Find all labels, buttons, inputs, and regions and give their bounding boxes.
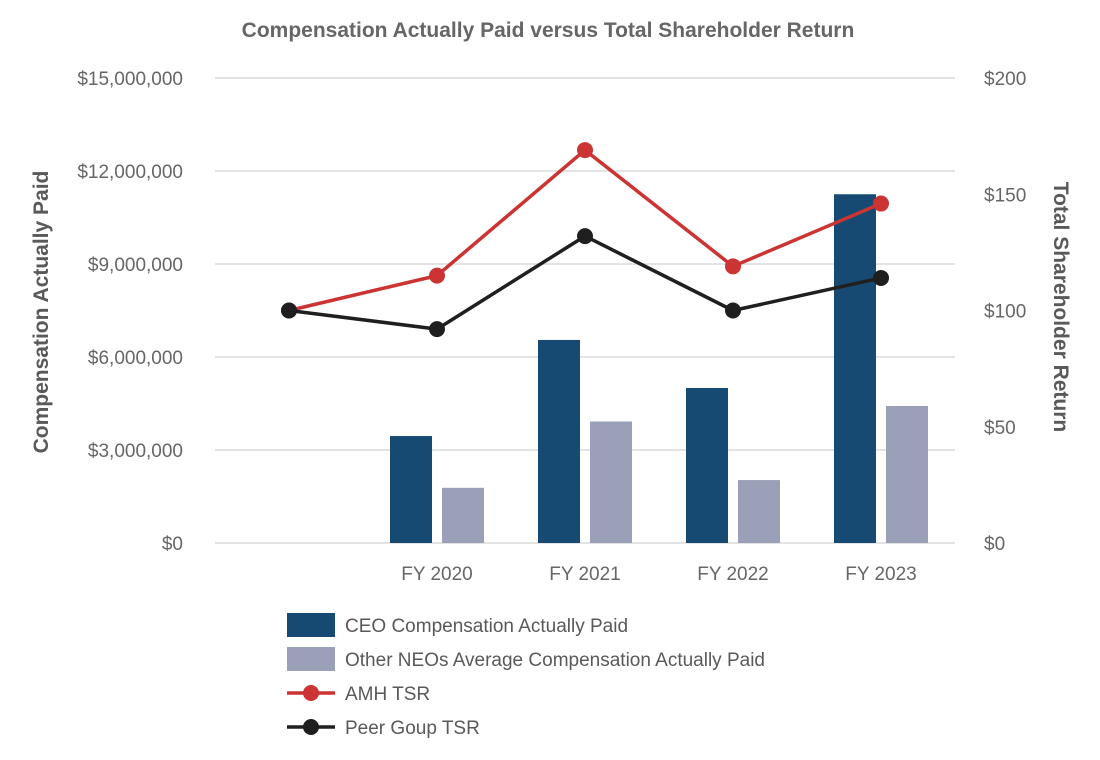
x-tick-label: FY 2023 [845, 564, 916, 585]
left-tick-label: $6,000,000 [88, 348, 183, 369]
right-tick-label: $100 [984, 302, 1026, 323]
x-tick-label: FY 2021 [549, 564, 620, 585]
series-point [577, 228, 593, 245]
legend-label: CEO Compensation Actually Paid [345, 616, 628, 637]
bar [442, 487, 484, 543]
series-point [577, 142, 593, 159]
legend-label: Other NEOs Average Compensation Actually… [345, 650, 765, 671]
right-tick-label: $50 [984, 418, 1016, 439]
left-tick-label: $12,000,000 [77, 162, 183, 183]
left-tick-label: $0 [162, 534, 183, 555]
legend-marker [303, 685, 319, 701]
gridlines [215, 77, 955, 544]
bar [886, 405, 928, 543]
right-axis-title: Total Shareholder Return [1049, 182, 1072, 432]
bar [686, 388, 728, 543]
bar [390, 436, 432, 543]
bar [590, 421, 632, 543]
bar [538, 339, 580, 543]
bar [738, 480, 780, 543]
legend-label: AMH TSR [345, 684, 430, 705]
left-tick-label: $3,000,000 [88, 441, 183, 462]
tsr-lines [281, 142, 889, 338]
right-tick-label: $150 [984, 185, 1026, 206]
legend-marker [303, 719, 319, 735]
left-axis-ticks: $0 $3,000,000 $6,000,000 $9,000,000 $12,000,… [77, 69, 183, 555]
bars [390, 194, 928, 543]
series-point [429, 267, 445, 284]
left-tick-label: $9,000,000 [88, 255, 183, 276]
series-point [725, 258, 741, 275]
series-point [429, 321, 445, 338]
series-point [873, 195, 889, 212]
series-point [725, 302, 741, 319]
left-axis-title: Compensation Actually Paid [30, 171, 53, 454]
x-tick-label: FY 2022 [697, 564, 768, 585]
chart-title: Compensation Actually Paid versus Total … [242, 19, 855, 42]
right-tick-label: $0 [984, 534, 1005, 555]
legend-label: Peer Goup TSR [345, 718, 480, 739]
right-axis-ticks: $0 $50 $100 $150 $200 [984, 69, 1026, 555]
x-tick-label: FY 2020 [401, 564, 472, 585]
x-axis-ticks: FY 2020 FY 2021 FY 2022 FY 2023 [401, 564, 916, 585]
legend: CEO Compensation Actually Paid Other NEOs… [287, 613, 765, 739]
series-line [288, 234, 882, 331]
series-point [281, 302, 297, 319]
legend-swatch [287, 647, 335, 671]
legend-swatch [287, 613, 335, 637]
series-point [873, 269, 889, 286]
bar [834, 194, 876, 543]
left-tick-label: $15,000,000 [77, 69, 183, 90]
right-tick-label: $200 [984, 69, 1026, 90]
